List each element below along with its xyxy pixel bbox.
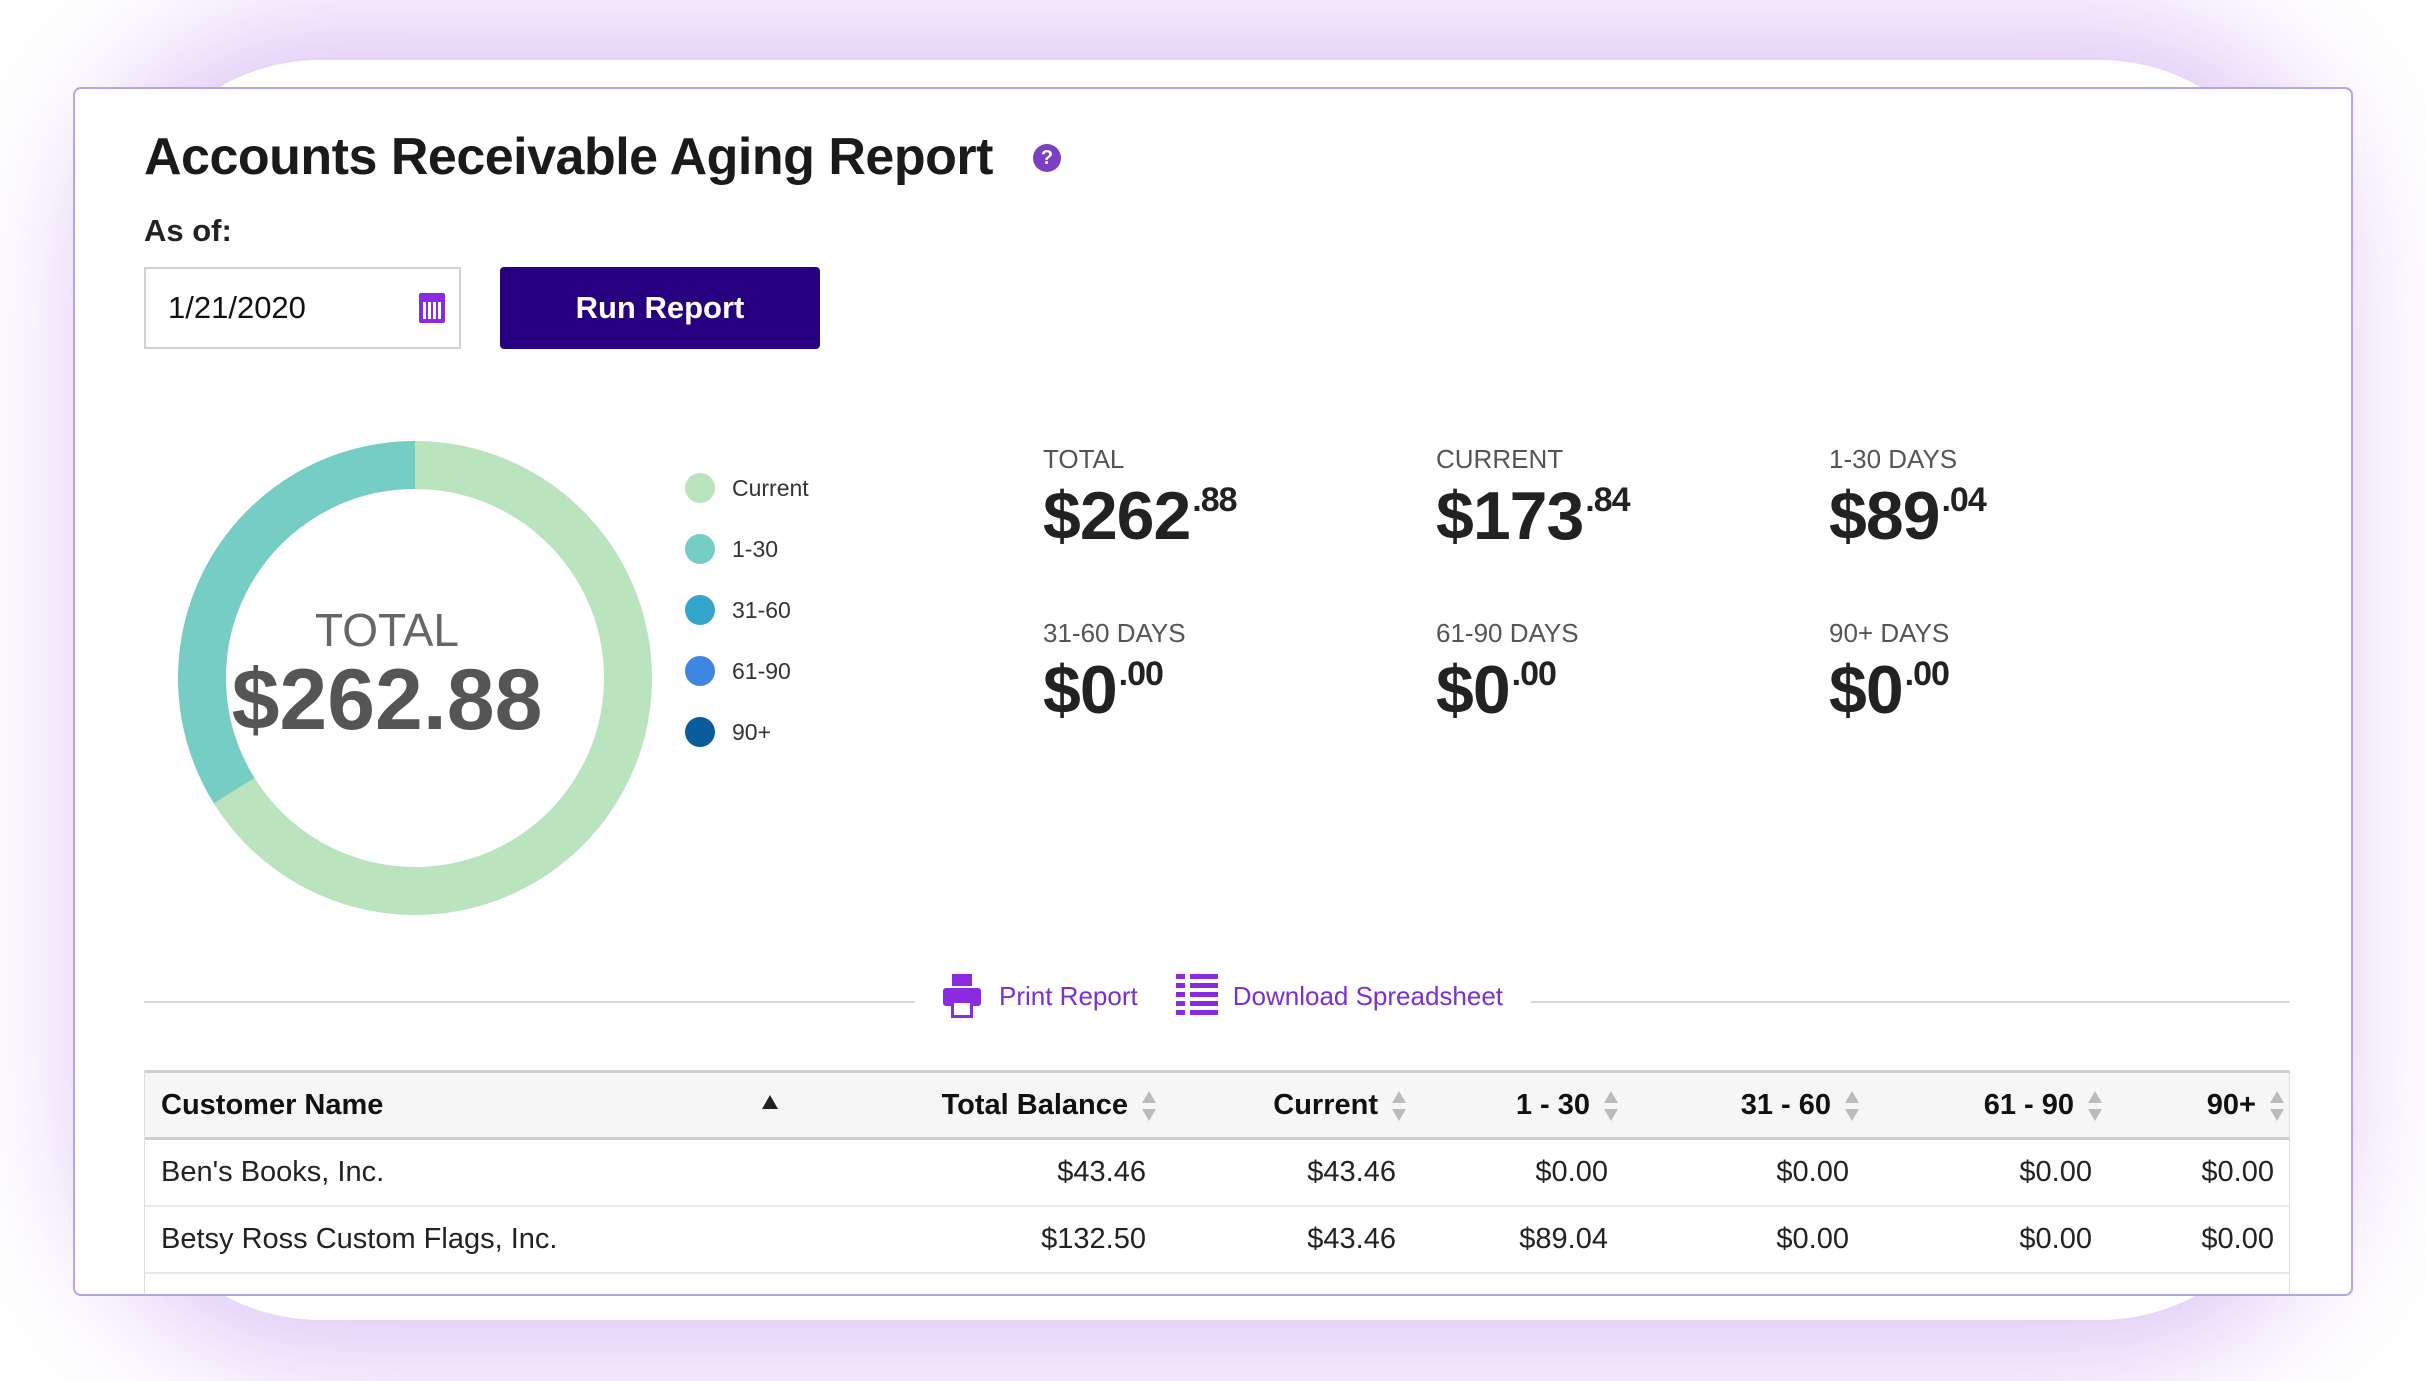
legend-item-1-30: 1-30 — [685, 534, 778, 564]
stat-value: $262.88 — [1043, 478, 1238, 554]
printer-icon — [943, 974, 981, 1018]
stat-value: $173.84 — [1436, 478, 1631, 554]
stat-label: CURRENT — [1436, 444, 1564, 474]
cell-31-60: $0.00 — [1624, 1205, 1865, 1274]
report-card: Accounts Receivable Aging Report ? As of… — [73, 87, 2353, 1296]
legend-item-61-90: 61-90 — [685, 656, 791, 686]
table-header-row: Customer Name Total Balance Current 1 - … — [144, 1070, 2290, 1140]
stat-value: $89.04 — [1829, 478, 1987, 554]
stat-value: $0.00 — [1829, 652, 1950, 728]
sort-icon[interactable] — [1142, 1090, 1156, 1121]
legend-label: 31-60 — [732, 596, 791, 623]
column-header-61-90[interactable]: 61 - 90 — [1865, 1070, 2108, 1140]
donut-center-value: $262.88 — [231, 652, 543, 748]
column-header-31-60[interactable]: 31 - 60 — [1624, 1070, 1865, 1140]
calendar-icon[interactable] — [419, 293, 445, 323]
sort-icon[interactable] — [1604, 1090, 1618, 1121]
column-header-current[interactable]: Current — [1162, 1070, 1412, 1140]
legend-dot — [685, 656, 715, 686]
legend-dot — [685, 595, 715, 625]
stat-61-90: 61-90 DAYS $0.00 — [1436, 618, 1579, 729]
legend-dot — [685, 717, 715, 747]
legend-item-31-60: 31-60 — [685, 595, 791, 625]
spreadsheet-list-icon — [1175, 974, 1218, 1018]
question-circle-icon[interactable]: ? — [1033, 144, 1061, 172]
stat-label: 90+ DAYS — [1829, 618, 1950, 648]
legend-label: 61-90 — [732, 657, 791, 684]
cell-31-60: $0.00 — [1624, 1138, 1865, 1207]
cell-61-90: $0.00 — [1865, 1138, 2108, 1207]
donut-slice-1-30 — [178, 441, 416, 804]
date-value: 1/21/2020 — [168, 290, 306, 325]
legend-item-90-plus: 90+ — [685, 717, 771, 747]
download-spreadsheet-link[interactable]: Download Spreadsheet — [1175, 974, 1504, 1018]
stat-label: TOTAL — [1043, 444, 1125, 474]
legend-label: Current — [732, 474, 809, 501]
column-header-customer-name[interactable]: Customer Name — [144, 1070, 792, 1140]
stat-value: $0.00 — [1043, 652, 1164, 728]
cell-61-90: $0.00 — [1865, 1205, 2108, 1274]
stat-label: 61-90 DAYS — [1436, 618, 1579, 648]
legend-label: 1-30 — [732, 535, 779, 562]
donut-slice-current — [213, 441, 652, 915]
cell-customer-name: Betsy Ross Custom Flags, Inc. — [144, 1205, 792, 1274]
stat-current: CURRENT $173.84 — [1436, 444, 1631, 555]
cell-total-balance: $43.46 — [792, 1138, 1162, 1207]
legend-dot — [685, 534, 715, 564]
stat-total: TOTAL $262.88 — [1043, 444, 1238, 555]
cell-current: $43.46 — [1162, 1205, 1412, 1274]
stat-label: 1-30 DAYS — [1829, 444, 1958, 474]
column-header-total-balance[interactable]: Total Balance — [792, 1070, 1162, 1140]
sort-ascending-icon[interactable] — [762, 1095, 778, 1109]
table-row: Ben's Books, Inc. $43.46 $43.46 $0.00 $0… — [144, 1138, 2290, 1207]
sort-icon[interactable] — [2088, 1090, 2102, 1121]
legend-item-current: Current — [685, 473, 809, 503]
download-spreadsheet-label: Download Spreadsheet — [1232, 980, 1504, 1011]
table-row — [144, 1273, 2290, 1295]
stat-31-60: 31-60 DAYS $0.00 — [1043, 618, 1186, 729]
aging-table: Customer Name Total Balance Current 1 - … — [144, 1070, 2290, 1295]
column-header-1-30[interactable]: 1 - 30 — [1412, 1070, 1624, 1140]
cell-1-30: $89.04 — [1412, 1205, 1624, 1274]
page-title: Accounts Receivable Aging Report — [144, 128, 993, 186]
run-report-button[interactable]: Run Report — [500, 267, 820, 349]
sort-icon[interactable] — [1845, 1090, 1859, 1121]
sort-icon[interactable] — [1392, 1090, 1406, 1121]
print-report-label: Print Report — [999, 980, 1138, 1011]
cell-customer-name: Ben's Books, Inc. — [144, 1138, 792, 1207]
legend-dot — [685, 473, 715, 503]
as-of-label: As of: — [144, 213, 232, 248]
cell-total-balance: $132.50 — [792, 1205, 1162, 1274]
sort-icon[interactable] — [2270, 1090, 2284, 1121]
table-row: Betsy Ross Custom Flags, Inc. $132.50 $4… — [144, 1205, 2290, 1274]
stat-value: $0.00 — [1436, 652, 1557, 728]
report-actions: Print Report Download Spreadsheet — [915, 974, 1532, 1018]
print-report-link[interactable]: Print Report — [943, 974, 1138, 1018]
donut-chart — [178, 441, 652, 915]
donut-center-label: TOTAL — [315, 604, 459, 656]
stat-label: 31-60 DAYS — [1043, 618, 1186, 648]
stat-90-plus: 90+ DAYS $0.00 — [1829, 618, 1950, 729]
legend-label: 90+ — [732, 718, 772, 745]
stat-1-30: 1-30 DAYS $89.04 — [1829, 444, 1987, 555]
cell-1-30: $0.00 — [1412, 1138, 1624, 1207]
cell-90-plus: $0.00 — [2108, 1138, 2290, 1207]
cell-90-plus: $0.00 — [2108, 1205, 2290, 1274]
cell-current: $43.46 — [1162, 1138, 1412, 1207]
date-input[interactable]: 1/21/2020 — [144, 267, 461, 349]
column-header-90-plus[interactable]: 90+ — [2108, 1070, 2290, 1140]
